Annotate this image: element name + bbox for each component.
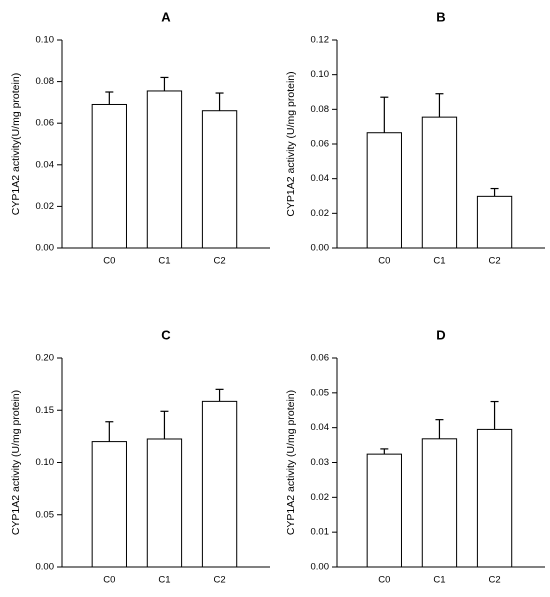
bar-c0	[366, 453, 402, 568]
y-tick-label: 0.02	[311, 492, 330, 503]
bar-c1	[146, 90, 183, 249]
x-tick-label: C1	[433, 575, 445, 586]
y-axis-label: CYP1A2 activity (U/mg protein)	[10, 390, 22, 535]
y-tick-label: 0.00	[36, 562, 55, 573]
bar-c2	[201, 400, 238, 568]
bar-c1	[146, 438, 183, 568]
y-tick-label: 0.10	[311, 69, 330, 80]
chart-panel-c: C 0.00 0.05 0.10 0.15 0.20 CYP1A2 activity (U/…	[10, 327, 270, 586]
y-tick-label: 0.00	[36, 243, 55, 254]
y-tick-label: 0.08	[311, 104, 330, 115]
bar-c2	[201, 110, 238, 249]
y-tick-label: 0.05	[311, 387, 330, 398]
y-tick-label: 0.06	[311, 139, 330, 150]
bar-c2	[476, 195, 513, 249]
bar-c2	[476, 428, 513, 568]
y-tick-label: 0.05	[36, 509, 55, 520]
y-tick-label: 0.04	[311, 422, 330, 433]
x-tick-label: C0	[378, 575, 390, 586]
panel-label: A	[161, 9, 171, 24]
y-tick-label: 0.00	[311, 562, 330, 573]
y-tick-label: 0.15	[36, 405, 55, 416]
y-tick-label: 0.00	[311, 243, 330, 254]
y-tick-label: 0.03	[311, 457, 330, 468]
bar-c1	[421, 438, 458, 568]
x-tick-label: C1	[158, 256, 170, 267]
x-tick-label: C2	[488, 575, 500, 586]
bar-c1	[421, 116, 458, 249]
y-axis-label: CYP1A2 activity (U/mg protein)	[285, 71, 297, 216]
chart-panel-b: B 0.00 0.02 0.04 0.06 0.08 0.10 0.12 CYP1A2 acti…	[285, 9, 545, 267]
y-tick-label: 0.02	[36, 201, 55, 212]
x-tick-label: C1	[158, 575, 170, 586]
y-tick-label: 0.08	[36, 76, 55, 87]
chart-panel-a: A 0.00 0.02 0.04 0.06 0.08 0.10 CYP1A2 activity…	[10, 9, 270, 267]
y-tick-label: 0.06	[36, 118, 55, 129]
x-tick-label: C0	[378, 256, 390, 267]
y-axis-label: CYP1A2 activity (U/mg protein)	[285, 390, 297, 535]
y-tick-label: 0.02	[311, 208, 330, 219]
bar-c0	[91, 441, 127, 568]
y-tick-label: 0.06	[311, 353, 330, 364]
y-tick-label: 0.01	[311, 527, 330, 538]
x-tick-label: C2	[213, 256, 225, 267]
y-tick-label: 0.04	[311, 173, 330, 184]
y-tick-label: 0.04	[36, 159, 55, 170]
panel-label: B	[436, 9, 445, 24]
y-tick-label: 0.10	[36, 457, 55, 468]
x-tick-label: C2	[213, 575, 225, 586]
bar-c0	[91, 103, 127, 249]
chart-panel-d: D 0.00 0.01 0.02 0.03 0.04 0.05 0.06 CYP1A2 acti…	[285, 327, 545, 586]
y-tick-label: 0.20	[36, 353, 55, 364]
panel-label: C	[161, 327, 171, 342]
x-tick-label: C0	[103, 256, 115, 267]
x-tick-label: C1	[433, 256, 445, 267]
bar-c0	[366, 132, 402, 249]
y-tick-label: 0.12	[311, 35, 330, 46]
panel-label: D	[436, 327, 445, 342]
y-tick-label: 0.10	[36, 35, 55, 46]
y-axis-label: CYP1A2 activity(U/mg protein)	[10, 73, 22, 215]
x-tick-label: C2	[488, 256, 500, 267]
x-tick-label: C0	[103, 575, 115, 586]
